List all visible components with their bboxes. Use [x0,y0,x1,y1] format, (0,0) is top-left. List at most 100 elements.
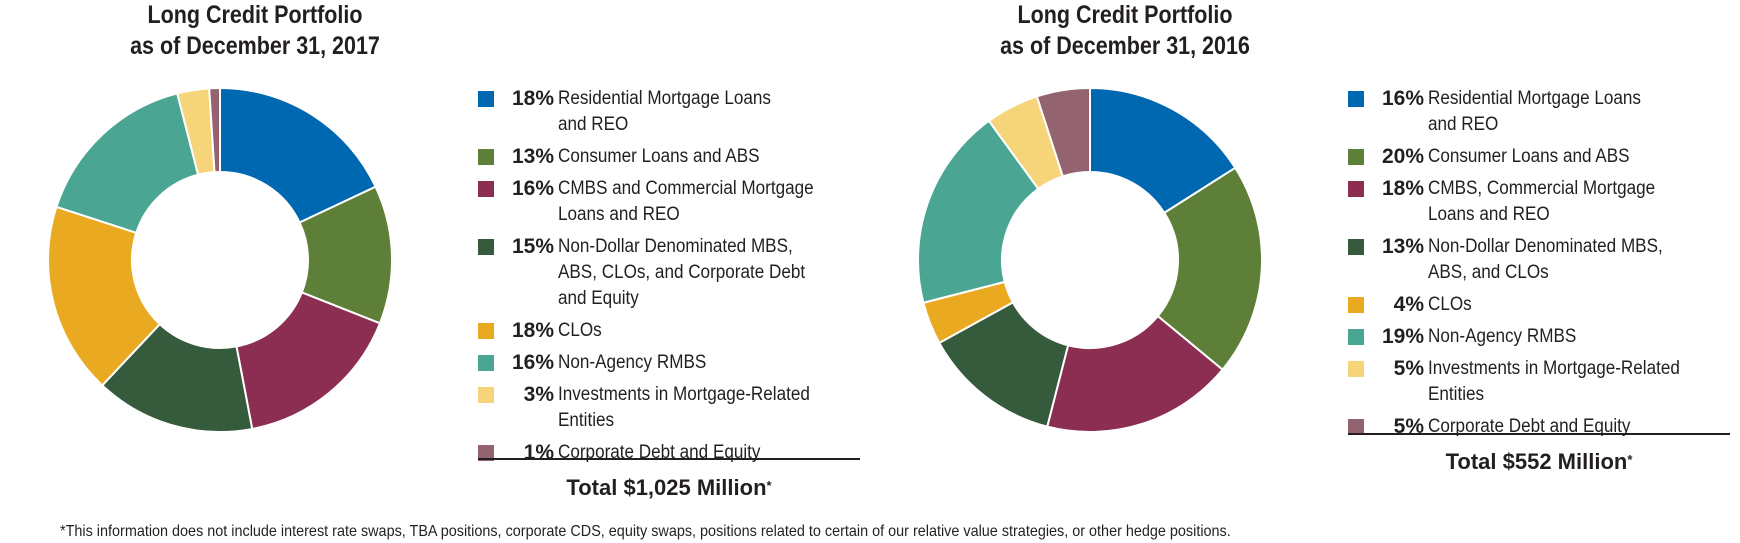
chart-2017: Long Credit Portfolio as of December 31,… [0,0,870,510]
legend-label-line: Consumer Loans and ABS [558,146,760,167]
legend-label-line: Investments in Mortgage-Related [1428,358,1680,379]
legend-label: Non-Agency RMBS [558,350,819,376]
legend-percentage: 13% [1381,235,1424,258]
legend: 16% Residential Mortgage Loans and REO 20% C… [1348,86,1740,446]
legend-item-clos: 4% CLOs [1348,292,1740,318]
legend-label-line: Non-Dollar Denominated MBS, [558,236,793,257]
legend-swatch [478,149,494,165]
legend-label-line: CMBS, Commercial Mortgage [1428,178,1656,199]
legend-percentage: 19% [1381,325,1424,348]
legend-percentage: 16% [511,177,554,200]
legend-percentage: 15% [511,235,554,258]
legend-percentage: 18% [1381,177,1424,200]
legend-item-non-dollar-denominated-mbs-abs-and-clos: 13% Non-Dollar Denominated MBS, ABS, and C… [1348,234,1740,286]
slice-clos [47,205,162,387]
legend-label-line: Entities [1428,384,1485,405]
legend-label: Residential Mortgage Loans and REO [558,86,819,138]
legend-percentage: 16% [511,351,554,374]
legend-label-line: and REO [558,114,629,135]
legend-label: CLOs [558,318,819,344]
legend-label: CMBS and Commercial Mortgage Loans and RE… [558,176,819,228]
legend-percentage: 13% [511,145,554,168]
legend-item-residential-mortgage-loans-and-reo: 18% Residential Mortgage Loans and REO [478,86,878,138]
legend-item-corporate-debt-and-equity: 5% Corporate Debt and Equity [1348,414,1740,440]
donut-chart [917,86,1263,433]
total-divider [1348,433,1730,435]
legend-item-non-agency-rmbs: 16% Non-Agency RMBS [478,350,878,376]
legend-percentage: 4% [1393,293,1424,316]
legend-swatch [1348,91,1364,107]
legend-percentage: 18% [511,319,554,342]
legend-swatch [478,355,494,371]
legend-percentage: 16% [1381,87,1424,110]
legend-swatch [478,239,494,255]
legend-label: Corporate Debt and Equity [1428,414,1689,440]
legend-swatch [478,181,494,197]
legend-percentage: 3% [523,383,554,406]
legend-item-investments-in-mortgage-related-entities: 5% Investments in Mortgage-Related Entitie… [1348,356,1740,408]
legend-percentage: 18% [511,87,554,110]
legend-percentage: 20% [1381,145,1424,168]
legend-item-non-agency-rmbs: 19% Non-Agency RMBS [1348,324,1740,350]
legend-item-cmbs-commercial-mortgage-loans-and-reo: 18% CMBS, Commercial Mortgage Loans and RE… [1348,176,1740,228]
legend-label: Non-Dollar Denominated MBS, ABS, CLOs, an… [558,234,819,312]
legend-label-line: Non-Agency RMBS [558,352,707,373]
chart-title: Long Credit Portfolio as of December 31,… [906,0,1345,62]
chart-title-line-1: Long Credit Portfolio [147,1,363,29]
legend-item-cmbs-and-commercial-mortgage-loans-and-reo: 16% CMBS and Commercial Mortgage Loans and… [478,176,878,228]
legend-swatch [1348,419,1364,435]
legend-label-line: Investments in Mortgage-Related [558,384,810,405]
chart-title-line-1: Long Credit Portfolio [1017,1,1233,29]
legend-swatch [478,387,494,403]
chart-2016: Long Credit Portfolio as of December 31,… [870,0,1740,510]
legend-swatch [478,445,494,461]
legend-label: Investments in Mortgage-Related Entities [558,382,819,434]
legend-label: CMBS, Commercial Mortgage Loans and REO [1428,176,1689,228]
legend-item-consumer-loans-and-abs: 13% Consumer Loans and ABS [478,144,878,170]
legend-label-line: Corporate Debt and Equity [1428,416,1631,437]
legend: 18% Residential Mortgage Loans and REO 13% C… [478,86,878,472]
legend-label-line: Non-Dollar Denominated MBS, [1428,236,1663,257]
chart-title-line-2: as of December 31, 2016 [1000,32,1250,60]
slice-residential-mortgage-loans-and-reo [219,86,377,224]
legend-percentage: 1% [523,441,554,464]
legend-label-line: Residential Mortgage Loans [558,88,771,109]
legend-label-line: ABS, and CLOs [1428,262,1549,283]
legend-swatch [1348,181,1364,197]
legend-item-corporate-debt-and-equity: 1% Corporate Debt and Equity [478,440,878,466]
legend-label-line: Non-Agency RMBS [1428,326,1577,347]
slice-non-agency-rmbs [917,119,1040,304]
legend-label-line: Consumer Loans and ABS [1428,146,1630,167]
legend-label: Corporate Debt and Equity [558,440,819,466]
total-divider [478,458,860,460]
legend-label-line: and REO [1428,114,1499,135]
legend-label: CLOs [1428,292,1689,318]
legend-label-line: Loans and REO [558,204,680,225]
portfolio-total: Total $552 Million* [1445,449,1633,474]
footnote: *This information does not include inter… [60,523,1231,540]
legend-label: Consumer Loans and ABS [1428,144,1689,170]
legend-percentage: 5% [1393,357,1424,380]
legend-item-investments-in-mortgage-related-entities: 3% Investments in Mortgage-Related Entitie… [478,382,878,434]
slice-corporate-debt-and-equity [1035,86,1091,178]
legend-label: Non-Agency RMBS [1428,324,1689,350]
legend-label-line: Residential Mortgage Loans [1428,88,1641,109]
legend-swatch [478,91,494,107]
slice-cmbs-commercial-mortgage-loans-and-reo [1046,314,1224,433]
legend-swatch [478,323,494,339]
legend-swatch [1348,361,1364,377]
legend-item-clos: 18% CLOs [478,318,878,344]
legend-label-line: CMBS and Commercial Mortgage [558,178,814,199]
legend-label-line: and Equity [558,288,639,309]
legend-label: Consumer Loans and ABS [558,144,819,170]
donut-chart [47,86,393,433]
legend-label: Residential Mortgage Loans and REO [1428,86,1689,138]
legend-label-line: Loans and REO [1428,204,1550,225]
legend-item-consumer-loans-and-abs: 20% Consumer Loans and ABS [1348,144,1740,170]
legend-label: Investments in Mortgage-Related Entities [1428,356,1689,408]
legend-label-line: CLOs [1428,294,1472,315]
legend-label-line: ABS, CLOs, and Corporate Debt [558,262,806,283]
legend-swatch [1348,297,1364,313]
legend-item-residential-mortgage-loans-and-reo: 16% Residential Mortgage Loans and REO [1348,86,1740,138]
legend-swatch [1348,329,1364,345]
